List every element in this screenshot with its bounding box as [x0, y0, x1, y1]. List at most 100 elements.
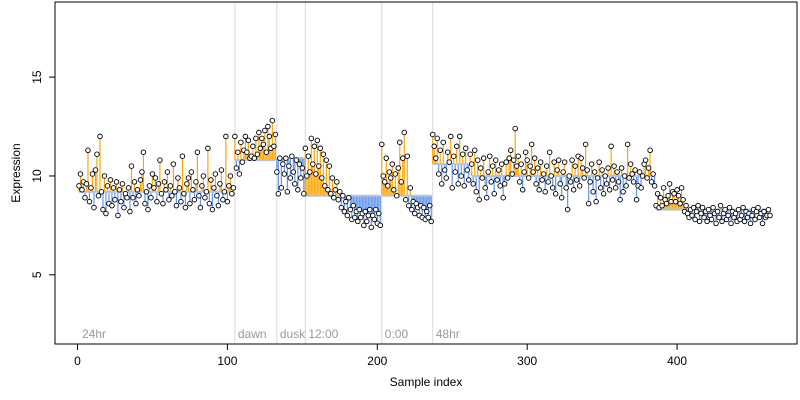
data-point — [555, 157, 562, 163]
data-point — [732, 210, 739, 217]
data-point — [421, 204, 427, 211]
data-point — [522, 149, 529, 155]
data-point — [170, 161, 177, 167]
data-point — [437, 147, 443, 154]
data-point — [752, 216, 758, 223]
data-point — [203, 189, 210, 195]
data-point — [603, 181, 610, 187]
data-point — [585, 200, 592, 207]
data-point — [283, 155, 289, 161]
data-point — [265, 123, 271, 130]
data-point — [128, 163, 135, 169]
period-label: 0:00 — [385, 327, 409, 341]
data-point — [101, 173, 108, 179]
data-point — [444, 149, 451, 155]
data-point — [346, 194, 352, 201]
data-point — [606, 187, 613, 193]
data-point — [468, 161, 475, 167]
data-point — [717, 202, 724, 209]
data-point — [253, 135, 259, 142]
data-point — [242, 133, 249, 140]
data-point — [256, 129, 262, 136]
data-point — [572, 163, 578, 169]
data-point — [154, 198, 160, 205]
data-point — [184, 181, 190, 187]
data-point — [317, 145, 324, 152]
data-point — [272, 131, 279, 138]
data-point — [313, 171, 319, 177]
data-point — [412, 210, 418, 217]
data-point — [596, 159, 602, 165]
x-tick-label: 0 — [74, 354, 81, 368]
data-point — [698, 210, 704, 217]
data-point — [660, 185, 667, 191]
data-point — [528, 141, 535, 148]
data-point — [299, 165, 306, 171]
data-point — [310, 161, 316, 167]
x-axis: 0 100 200 300 400 — [74, 344, 687, 368]
data-point — [749, 212, 755, 219]
data-point — [477, 165, 484, 171]
data-point — [379, 141, 385, 148]
data-point — [127, 208, 133, 215]
data-point — [443, 175, 449, 181]
data-point — [546, 149, 553, 155]
period-label: 24hr — [82, 327, 106, 341]
data-point — [220, 196, 226, 203]
data-point — [232, 133, 238, 140]
data-point — [385, 183, 391, 189]
data-point — [350, 202, 357, 209]
data-point — [296, 161, 303, 167]
data-point — [301, 191, 307, 197]
data-point — [218, 167, 225, 173]
data-point — [367, 206, 373, 213]
data-point — [388, 175, 394, 181]
data-point — [98, 189, 105, 195]
data-point — [149, 171, 156, 177]
data-point — [620, 189, 626, 195]
data-point — [185, 175, 192, 181]
data-point — [287, 175, 294, 181]
data-point — [133, 200, 139, 207]
data-point — [322, 183, 328, 189]
data-point — [176, 185, 183, 191]
data-point — [326, 163, 333, 169]
data-point — [109, 202, 115, 209]
data-point — [79, 187, 85, 193]
data-point — [401, 129, 408, 136]
data-point — [331, 194, 337, 201]
data-point — [584, 167, 590, 173]
data-point — [429, 131, 436, 138]
data-point — [479, 175, 485, 181]
data-point — [239, 159, 246, 165]
data-point — [355, 218, 361, 225]
data-point — [290, 169, 297, 175]
data-point — [314, 137, 321, 144]
data-point — [455, 181, 461, 187]
data-point — [513, 163, 520, 169]
data-point — [257, 145, 264, 152]
data-point — [89, 171, 96, 177]
data-point — [167, 183, 174, 189]
data-point — [524, 157, 530, 163]
data-point — [151, 185, 157, 191]
data-point — [675, 192, 682, 199]
data-point — [221, 189, 228, 195]
data-point — [441, 167, 448, 173]
data-point — [208, 177, 214, 183]
data-point — [492, 157, 499, 163]
data-point — [708, 216, 715, 223]
data-point — [518, 161, 524, 167]
data-point — [319, 175, 325, 181]
data-point — [552, 191, 559, 197]
data-point — [338, 204, 345, 211]
data-point — [500, 194, 506, 201]
data-point — [597, 185, 604, 191]
data-point — [311, 143, 318, 150]
data-point — [371, 216, 378, 223]
data-point — [461, 183, 467, 189]
data-point — [564, 206, 571, 213]
data-point — [725, 212, 731, 219]
data-point — [755, 204, 761, 211]
data-point — [638, 185, 644, 191]
